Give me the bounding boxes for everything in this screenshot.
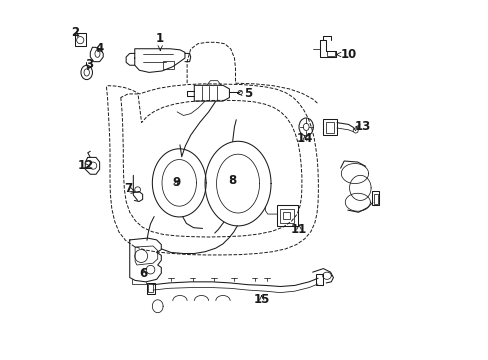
Text: 1: 1 [156,32,164,50]
Text: 8: 8 [228,174,236,186]
Text: 14: 14 [296,132,312,145]
Text: 2: 2 [71,27,79,40]
Bar [373,194,377,204]
Bar [371,192,379,205]
Text: 3: 3 [85,58,93,71]
Bar [163,61,174,69]
Text: 15: 15 [253,293,269,306]
Text: 4: 4 [95,41,103,54]
Bar [148,284,153,292]
Text: 7: 7 [123,183,135,195]
Bar [316,274,322,285]
Text: 12: 12 [78,159,94,172]
Text: 6: 6 [139,267,147,280]
Bar [323,119,336,135]
Bar [326,51,334,56]
Text: 5: 5 [237,87,252,100]
Bar [276,205,297,226]
Bar [147,283,155,294]
Text: 11: 11 [290,223,306,236]
Text: 13: 13 [354,121,370,134]
Bar [283,212,290,220]
Bar [325,122,333,133]
Bar [74,33,86,45]
Text: 9: 9 [172,176,180,189]
Text: 10: 10 [336,48,356,61]
Bar [279,209,293,223]
